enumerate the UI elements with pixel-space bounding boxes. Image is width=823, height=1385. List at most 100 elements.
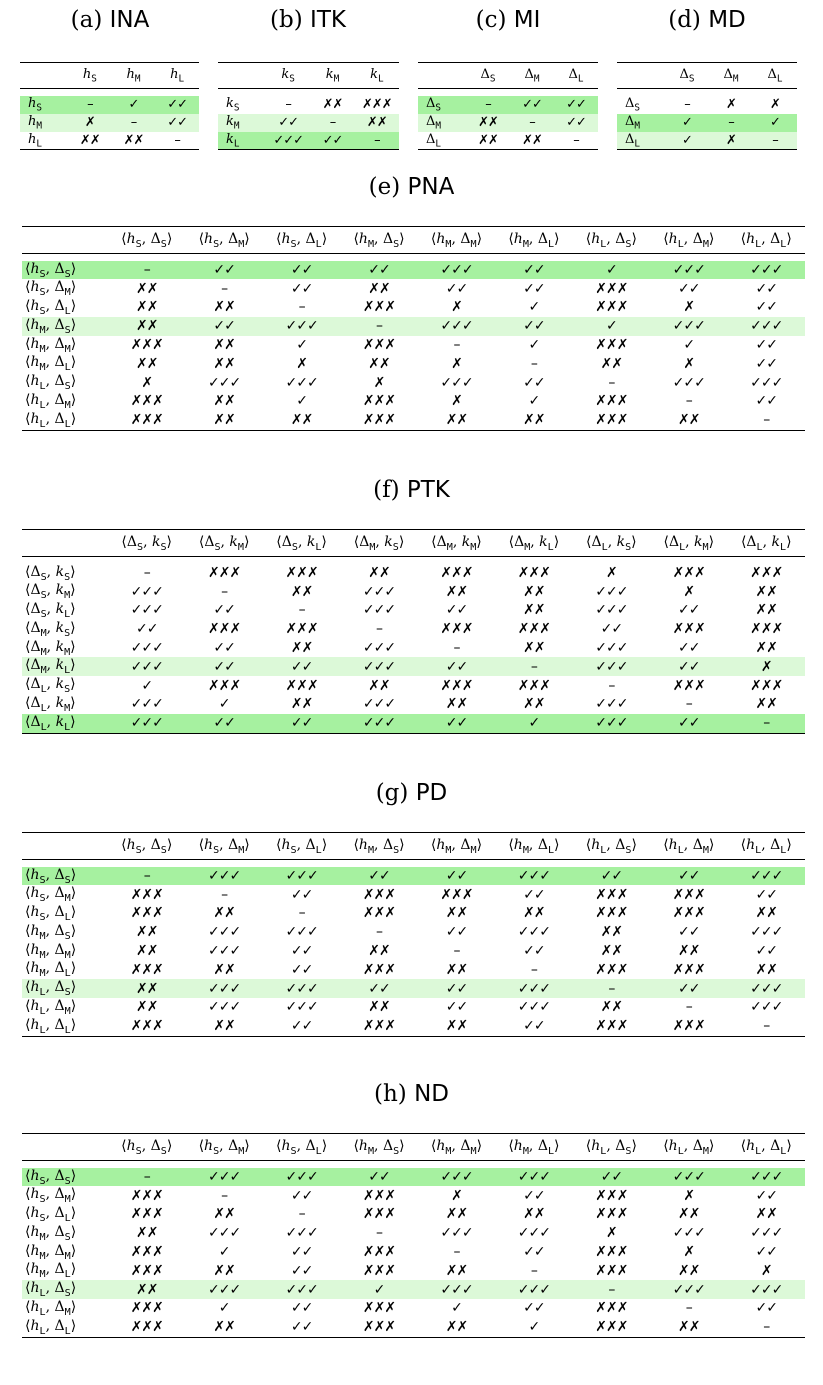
table-cell: ✗✗✗ [285, 621, 318, 638]
table-cell: ✓✓ [290, 280, 313, 297]
row-label: ⟨hS, ΔM⟩ [25, 279, 77, 299]
table-cell: – [530, 961, 538, 978]
table-cell: ✗✗ [213, 355, 235, 372]
table-cell: ✓✓ [523, 886, 545, 903]
table-cell: – [376, 621, 383, 638]
table-cell: ✓✓ [755, 1300, 778, 1317]
table-cell: ✗✗✗ [130, 1244, 164, 1261]
table-cell: – [685, 999, 693, 1016]
table-g-title: (g) PD [375, 780, 448, 806]
row-label: ⟨hM, ΔL⟩ [25, 960, 77, 980]
table-a-ina: hS hM hL hS – ✓ ✓✓ hM ✗ – ✓✓ hL ✗✗ ✗✗ – [20, 62, 199, 150]
table-cell: ✓✓ [566, 115, 587, 130]
column-header: ⟨hM, ΔL⟩ [508, 230, 560, 250]
table-cell: ✗✗ [213, 299, 235, 316]
table-cell: ✗✗ [755, 640, 778, 657]
table-cell: ✗✗✗ [362, 1244, 396, 1261]
table-cell: ✓✓ [290, 943, 313, 960]
table-b-title: (b) ITK [270, 7, 346, 33]
table-cell: ✗✗ [213, 905, 235, 922]
row-label: ⟨hS, ΔS⟩ [25, 866, 77, 886]
row-label: ⟨hM, ΔS⟩ [25, 1223, 77, 1243]
table-a-title: (a) INA [70, 7, 150, 33]
table-cell: ✓ [528, 393, 541, 410]
row-label: ⟨hL, ΔS⟩ [25, 1280, 77, 1300]
table-cell: ✗ [451, 355, 463, 372]
table-cell: ✗✗ [445, 961, 468, 978]
table-row: ⟨ΔM, kL⟩ ✓✓✓ ✓✓ ✓✓ ✓✓✓ ✓✓ – ✓✓✓ ✓✓ ✗ [22, 657, 805, 677]
table-cell: – [453, 640, 460, 657]
column-header: ⟨ΔL, kS⟩ [586, 533, 637, 553]
table-cell: ✗✗ [213, 1319, 235, 1336]
column-header: ΔM [723, 66, 739, 85]
table-cell: ✓✓✓ [440, 1225, 473, 1242]
table-cell: ✗✗✗ [130, 905, 164, 922]
table-cell: – [453, 337, 460, 354]
table-cell: ✓✓✓ [672, 261, 706, 278]
table-cell: ✗ [296, 355, 308, 372]
table-cell: – [143, 867, 151, 884]
table-cell: ✓✓✓ [208, 1281, 241, 1298]
table-cell: ✗ [683, 583, 695, 600]
table-cell: ✗✗ [368, 943, 390, 960]
table-cell: ✓✓ [213, 318, 235, 335]
table-cell: – [285, 97, 292, 112]
table-cell: ✗✗✗ [362, 337, 396, 354]
table-cell: ✗✗ [79, 132, 101, 148]
table-row: ΔL ✓ ✗ – [617, 131, 797, 150]
spacer-row [418, 89, 598, 96]
table-row: ⟨hM, ΔS⟩ ✗✗ ✓✓✓ ✓✓✓ – ✓✓ ✓✓✓ ✗✗ ✓✓ ✓✓✓ [22, 923, 805, 942]
table-cell: ✗ [760, 1262, 773, 1279]
table-cell: ✗✗✗ [362, 1319, 396, 1336]
table-cell: ✓✓✓ [595, 602, 628, 619]
table-cell: ✓✓✓ [750, 980, 783, 997]
table-cell: ✓✓ [167, 115, 188, 130]
column-header: ΔL [767, 66, 783, 85]
table-cell: ✓ [528, 299, 541, 316]
table-cell: ✗✗✗ [130, 412, 164, 429]
table-cell: ✗✗ [523, 1206, 545, 1223]
column-header: ⟨hL, ΔS⟩ [585, 836, 637, 856]
table-row: hS – ✓ ✓✓ [20, 95, 199, 114]
column-header: ⟨hL, ΔM⟩ [663, 836, 715, 856]
table-cell: ✓✓ [523, 1187, 545, 1204]
table-cell: ✓✓ [600, 1168, 623, 1185]
table-cell: ✗✗ [445, 905, 468, 922]
row-label: ⟨ΔL, kS⟩ [25, 676, 76, 696]
column-header: ⟨ΔL, kL⟩ [740, 533, 792, 553]
table-cell: ✗✗✗ [595, 280, 628, 297]
table-cell: ✓✓ [445, 658, 468, 675]
table-cell: ✗✗ [135, 318, 158, 335]
table-cell: ✗✗✗ [362, 886, 396, 903]
table-cell: ✗✗✗ [595, 1018, 628, 1035]
table-cell: ✓✓ [523, 261, 545, 278]
table-row: ⟨hL, ΔL⟩ ✗✗✗ ✗✗ ✗✗ ✗✗✗ ✗✗ ✗✗ ✗✗✗ ✗✗ – [22, 411, 805, 431]
table-cell: ✗✗✗ [595, 337, 628, 354]
table-cell: – [374, 132, 381, 148]
table-cell: ✗✗✗ [285, 677, 318, 694]
table-cell: ✓✓✓ [208, 943, 241, 960]
column-header: kM [325, 66, 340, 85]
table-cell: – [376, 924, 383, 941]
table-cell: ✗✗✗ [595, 1206, 628, 1223]
table-cell: ✓✓ [290, 961, 313, 978]
table-cell: ✓ [218, 696, 231, 713]
table-cell: ✓ [605, 261, 618, 278]
table-cell: ✓ [451, 1300, 463, 1317]
table-cell: – [221, 280, 228, 297]
table-cell: – [453, 943, 460, 960]
corner-cell [22, 530, 108, 557]
table-cell: ✗✗✗ [672, 905, 706, 922]
header-row: kS kM kL [218, 62, 399, 89]
table-cell: ✓✓✓ [130, 640, 164, 657]
table-cell: ✗✗ [445, 1262, 468, 1279]
column-header: ⟨hS, ΔL⟩ [276, 1137, 328, 1157]
table-row: ⟨hM, ΔS⟩ ✗✗ ✓✓✓ ✓✓✓ – ✓✓✓ ✓✓✓ ✗ ✓✓✓ ✓✓✓ [22, 1224, 805, 1243]
spacer-row [22, 1161, 805, 1168]
table-cell: ✗✗ [135, 299, 158, 316]
row-label: ⟨hS, ΔM⟩ [25, 1186, 77, 1206]
table-row: hL ✗✗ ✗✗ – [20, 132, 199, 150]
table-row: ⟨hM, ΔL⟩ ✗✗ ✗✗ ✗ ✗✗ ✗ – ✗✗ ✗ ✓✓ [22, 354, 805, 373]
table-cell: ✗✗✗ [130, 1018, 164, 1035]
table-row: ⟨ΔS, kL⟩ ✓✓✓ ✓✓ – ✓✓✓ ✓✓ ✗✗ ✓✓✓ ✓✓ ✗✗ [22, 601, 805, 620]
